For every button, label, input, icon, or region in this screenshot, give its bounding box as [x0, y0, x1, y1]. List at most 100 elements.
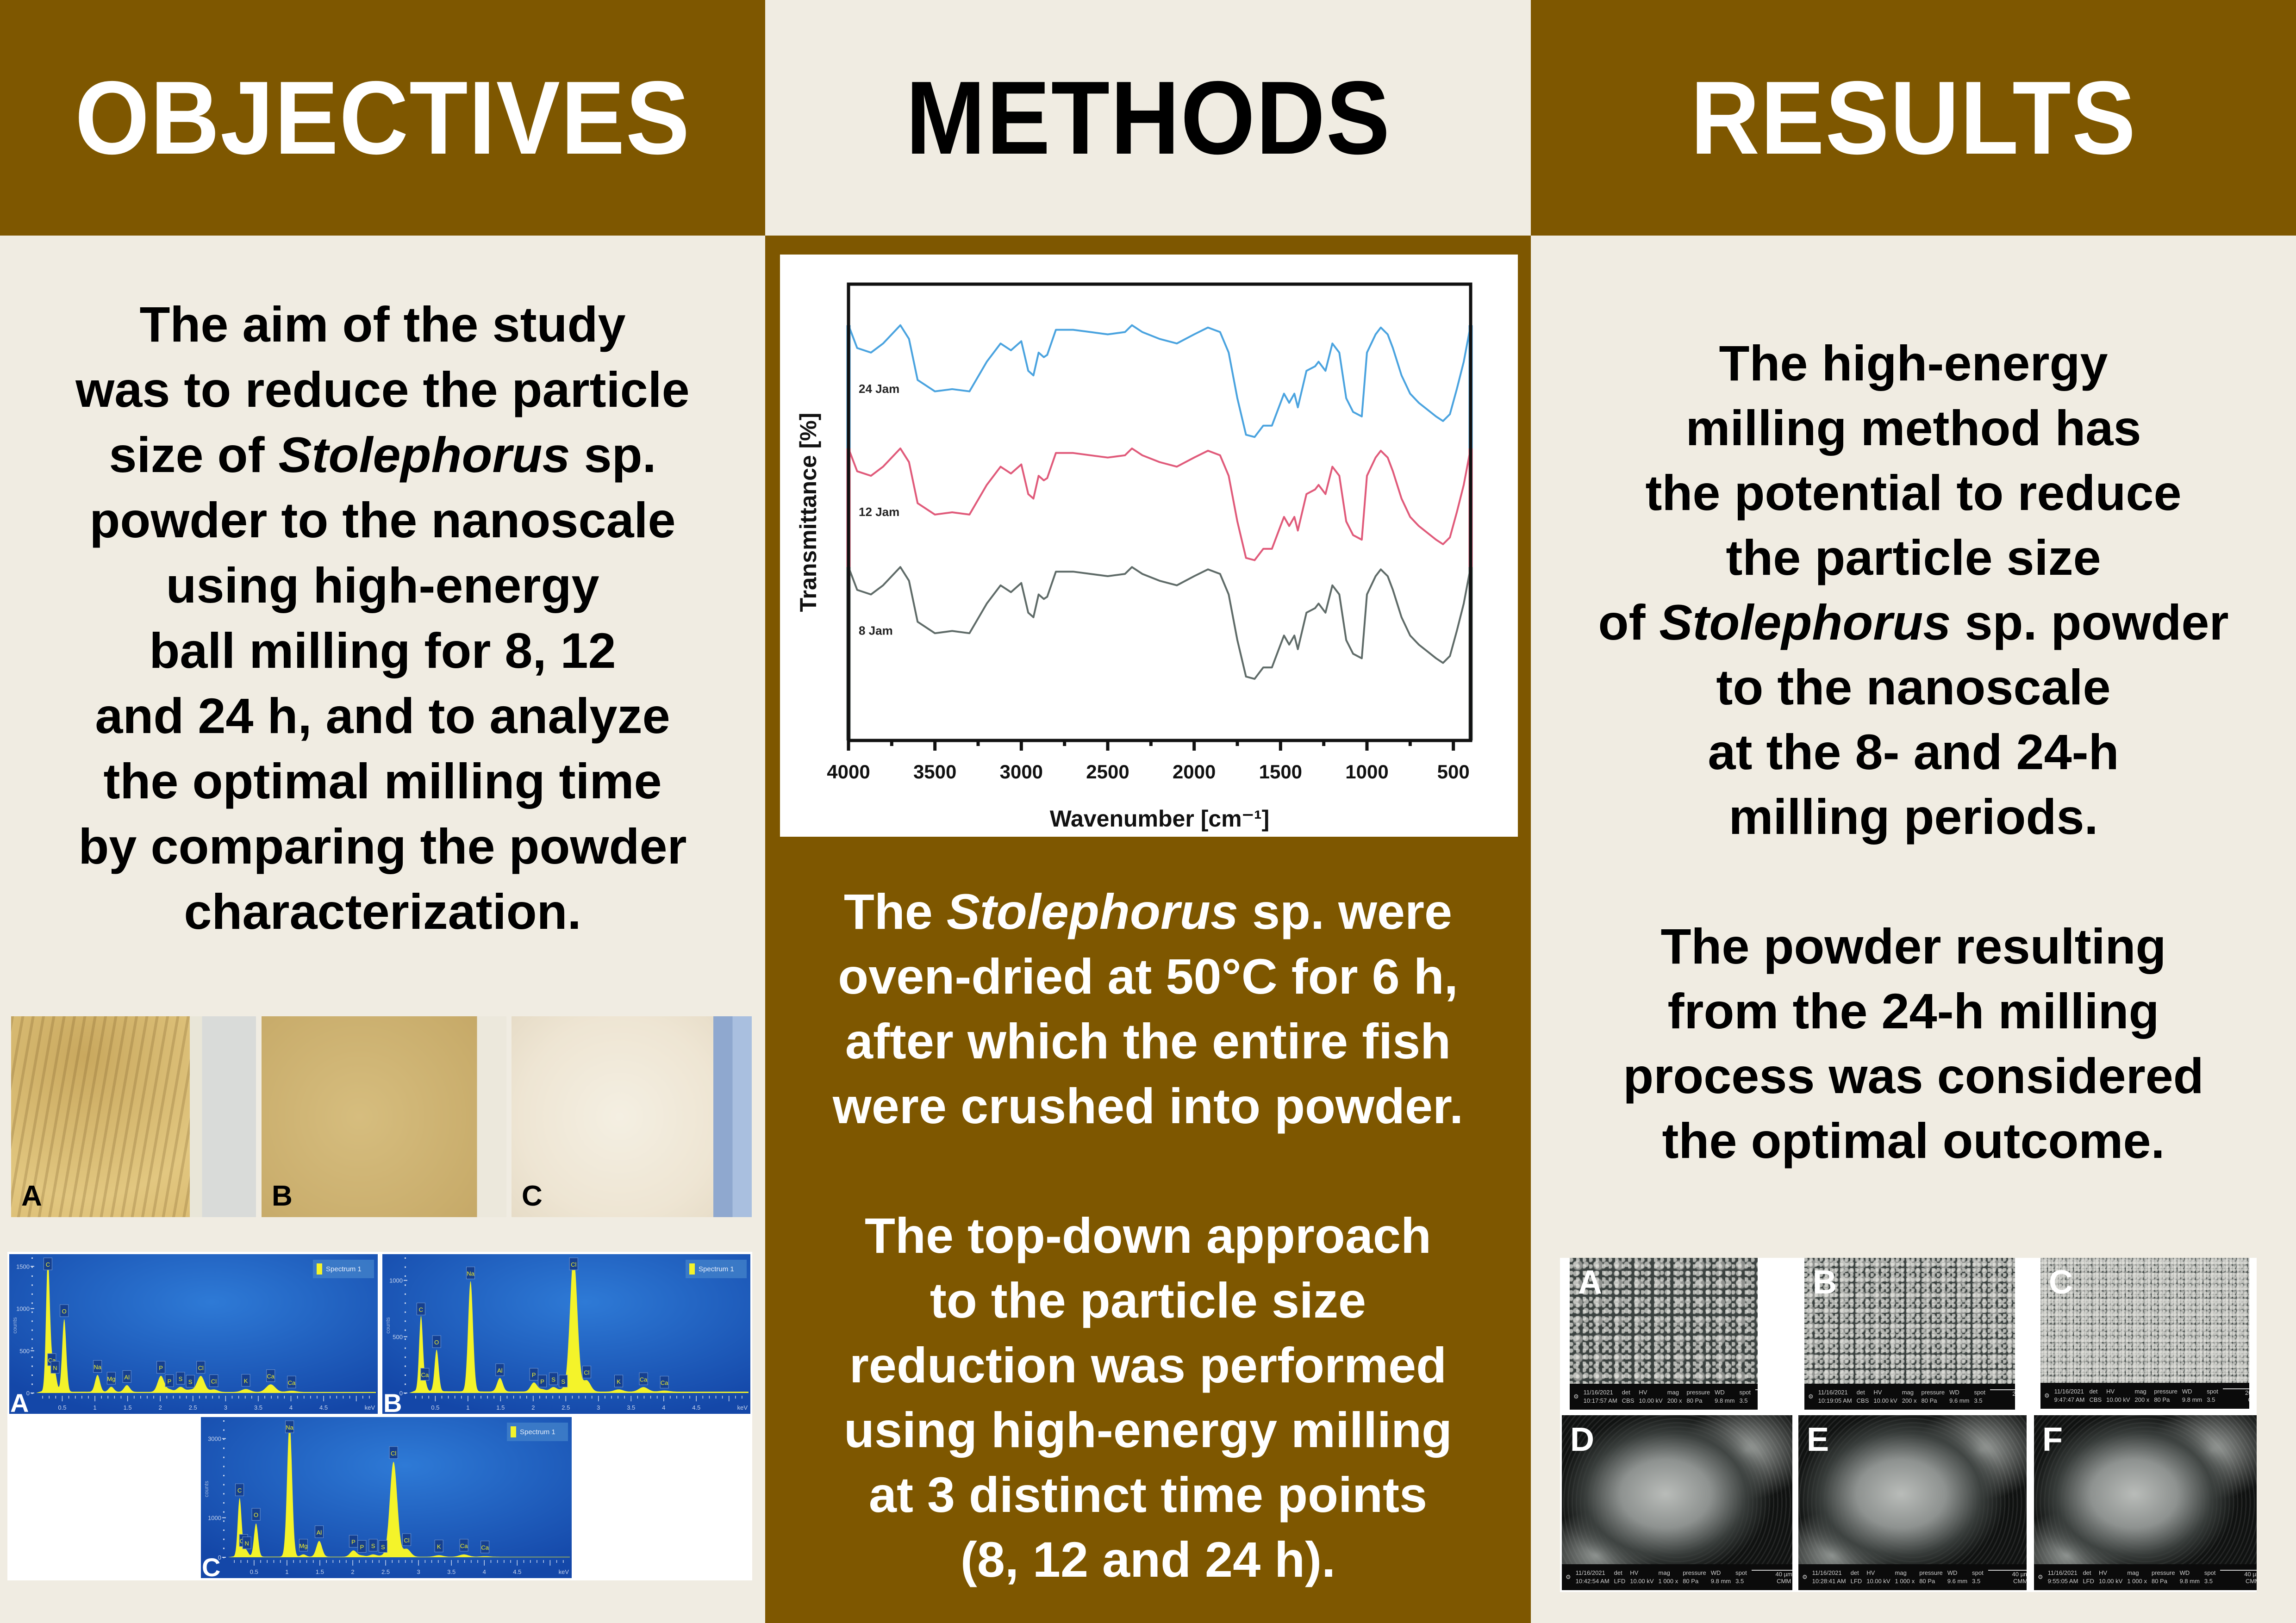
eds-x-tick: 3: [224, 1404, 227, 1411]
objectives-text: The aim of the study was to reduce the pa…: [0, 292, 765, 944]
eds-peak-label: O: [434, 1339, 439, 1346]
eds-peak-label: O: [254, 1511, 258, 1518]
results-text-line: milling periods.: [1728, 789, 2098, 845]
y-axis-label: Transmittance [%]: [795, 413, 821, 612]
sem-logo-icon: ⚙: [2038, 1573, 2043, 1580]
results-text-line: from the 24-h milling: [1667, 983, 2159, 1039]
eds-peak-label: C: [419, 1306, 423, 1313]
eds-peak-label: S: [188, 1378, 193, 1385]
eds-peak-label: P: [532, 1372, 536, 1379]
sem-info-cell: pressure 80 Pa: [1686, 1388, 1710, 1404]
sem-info-cell: spot 3.5: [1739, 1388, 1751, 1404]
eds-peak-label: Na: [94, 1364, 101, 1371]
sem-image-c: C ⚙ 11/16/2021 9:47:47 AM det CBS HV 10.00 kV ma…: [2040, 1258, 2249, 1409]
sem-info-cell: 11/16/2021 10:17:57 AM: [1583, 1388, 1617, 1404]
eds-peak-label: K: [437, 1543, 441, 1550]
eds-peak-label: Cl: [584, 1369, 589, 1376]
results-text-line: milling method has: [1685, 400, 2141, 456]
eds-y-tick: 0: [399, 1390, 403, 1397]
results-text-paragraph: The high-energy milling method has the pot…: [1531, 331, 2296, 849]
sem-image-a: A ⚙ 11/16/2021 10:17:57 AM det CBS HV 10.00 kV m…: [1570, 1258, 1758, 1410]
eds-x-tick: 3.5: [254, 1404, 262, 1411]
ftir-series-label: 12 Jam: [859, 505, 899, 519]
sem-info-bar: ⚙ 11/16/2021 10:28:41 AM det LFD HV 10.00 kV ma…: [1798, 1564, 2027, 1590]
eds-x-tick: 1: [285, 1568, 288, 1575]
ftir-chart-panel: 24 Jam 12 Jam 8 Jam 4000 3500 3000 2500 2000 150…: [780, 255, 1518, 837]
text-fragment: sp. were: [1238, 883, 1453, 939]
eds-peak-label: Ca: [267, 1373, 275, 1380]
eds-peak-label: Ca: [288, 1379, 296, 1386]
eds-peak-label: Ca: [460, 1542, 468, 1549]
text-fragment: of: [1598, 594, 1660, 650]
eds-y-tick: 500: [393, 1333, 403, 1340]
objectives-text-line: The aim of the study: [139, 296, 626, 352]
x-tick-label: 4000: [827, 761, 870, 783]
methods-text-line: reduction was performed: [849, 1337, 1447, 1393]
sem-info-bar: ⚙ 11/16/2021 9:55:05 AM det LFD HV 10.00 kV mag…: [2034, 1564, 2257, 1590]
sem-info-cell: 11/16/2021 9:55:05 AM: [2047, 1569, 2078, 1585]
eds-x-tick: 1.5: [316, 1568, 324, 1575]
eds-legend: Spectrum 1: [520, 1428, 555, 1436]
x-tick-label: 2500: [1086, 761, 1129, 783]
eds-x-tick: 3: [417, 1568, 420, 1575]
eds-peak-label: Cl: [198, 1364, 204, 1371]
sem-info-cell: pressure 80 Pa: [2154, 1387, 2177, 1403]
eds-peak-label: C: [237, 1487, 242, 1494]
sem-info-bar: ⚙ 11/16/2021 10:19:05 AM det CBS HV 10.00 kV ma…: [1804, 1384, 2015, 1410]
eds-peak-label: S: [551, 1376, 555, 1383]
sem-info-cell: 11/16/2021 10:42:54 AM: [1575, 1569, 1610, 1585]
methods-header: METHODS: [765, 0, 1531, 236]
eds-peak-label: C: [46, 1261, 50, 1268]
results-text: The high-energy milling method has the pot…: [1531, 331, 2296, 1173]
eds-peak-label: P: [351, 1538, 356, 1545]
sem-images-panel: A ⚙ 11/16/2021 10:17:57 AM det CBS HV 10.00 kV m…: [1560, 1258, 2257, 1592]
sem-info-cell: mag 200 x: [2134, 1387, 2150, 1403]
results-text-paragraph: The powder resulting from the 24-h millin…: [1531, 914, 2296, 1173]
eds-peak-label: P: [360, 1543, 364, 1550]
eds-peak-label: N: [53, 1364, 57, 1371]
powder-photo-c: C: [512, 1016, 752, 1217]
sem-image-b: B ⚙ 11/16/2021 10:19:05 AM det CBS HV 10.00 kV m…: [1804, 1258, 2015, 1410]
eds-x-tick: 0.5: [431, 1404, 439, 1411]
eds-spectra-panel: C Ca N O Na Mg Al P P S S Cl Cl K Ca Ca 0 500 1000 1500 coun…: [7, 1252, 752, 1582]
eds-x-tick: 4.5: [319, 1404, 328, 1411]
eds-spectrum-c: CCaNONaMgAlPPSSClClKCaCa010003000counts0…: [201, 1417, 572, 1582]
eds-x-tick: 3.5: [447, 1568, 455, 1575]
objectives-text-line: the optimal milling time: [103, 753, 662, 809]
eds-y-tick: 0: [26, 1390, 30, 1397]
eds-panel-label: B: [383, 1388, 402, 1418]
eds-y-tick: 3000: [208, 1435, 221, 1442]
eds-x-tick: 1.5: [496, 1404, 505, 1411]
methods-text-paragraph: The Stolephorus sp. were oven-dried at 50…: [765, 879, 1531, 1138]
photo-label-b: B: [272, 1180, 293, 1212]
sem-info-cell: det LFD: [1614, 1569, 1626, 1585]
objectives-title: OBJECTIVES: [75, 59, 691, 176]
text-fragment: The: [843, 883, 947, 939]
sem-info-bar: ⚙ 11/16/2021 10:17:57 AM det CBS HV 10.00 kV ma…: [1570, 1384, 1758, 1410]
results-text-line: The high-energy: [1719, 335, 2108, 391]
sem-image-f: F ⚙ 11/16/2021 9:55:05 AM det LFD HV 10.00 kV ma…: [2034, 1415, 2257, 1590]
sem-panel-label: B: [1813, 1264, 1837, 1301]
eds-x-tick: 2.5: [189, 1404, 197, 1411]
eds-x-unit: keV: [737, 1404, 748, 1411]
objectives-text-line: characterization.: [184, 883, 581, 939]
eds-y-axis-label: counts: [203, 1481, 210, 1497]
sem-info-bar: ⚙ 11/16/2021 9:47:47 AM det CBS HV 10.00 kV mag…: [2040, 1383, 2249, 1409]
sem-info-cell: 11/16/2021 10:28:41 AM: [1812, 1569, 1846, 1585]
eds-peak-label: Na: [286, 1424, 293, 1431]
methods-text: The Stolephorus sp. were oven-dried at 50…: [765, 879, 1531, 1592]
ftir-trace-12-jam: [848, 448, 1472, 561]
eds-peak-label: Cl: [211, 1378, 217, 1385]
eds-legend: Spectrum 1: [326, 1265, 362, 1273]
sem-panel-label: A: [1578, 1264, 1602, 1301]
eds-x-tick: 2.5: [381, 1568, 390, 1575]
sem-info-bar: ⚙ 11/16/2021 10:42:54 AM det LFD HV 10.00 kV ma…: [1562, 1564, 1792, 1590]
sem-info-cell: pressure 80 Pa: [1683, 1569, 1706, 1585]
sem-info-cell: WD 9.8 mm: [1710, 1569, 1731, 1585]
objectives-text-line: powder to the nanoscale: [89, 492, 676, 548]
